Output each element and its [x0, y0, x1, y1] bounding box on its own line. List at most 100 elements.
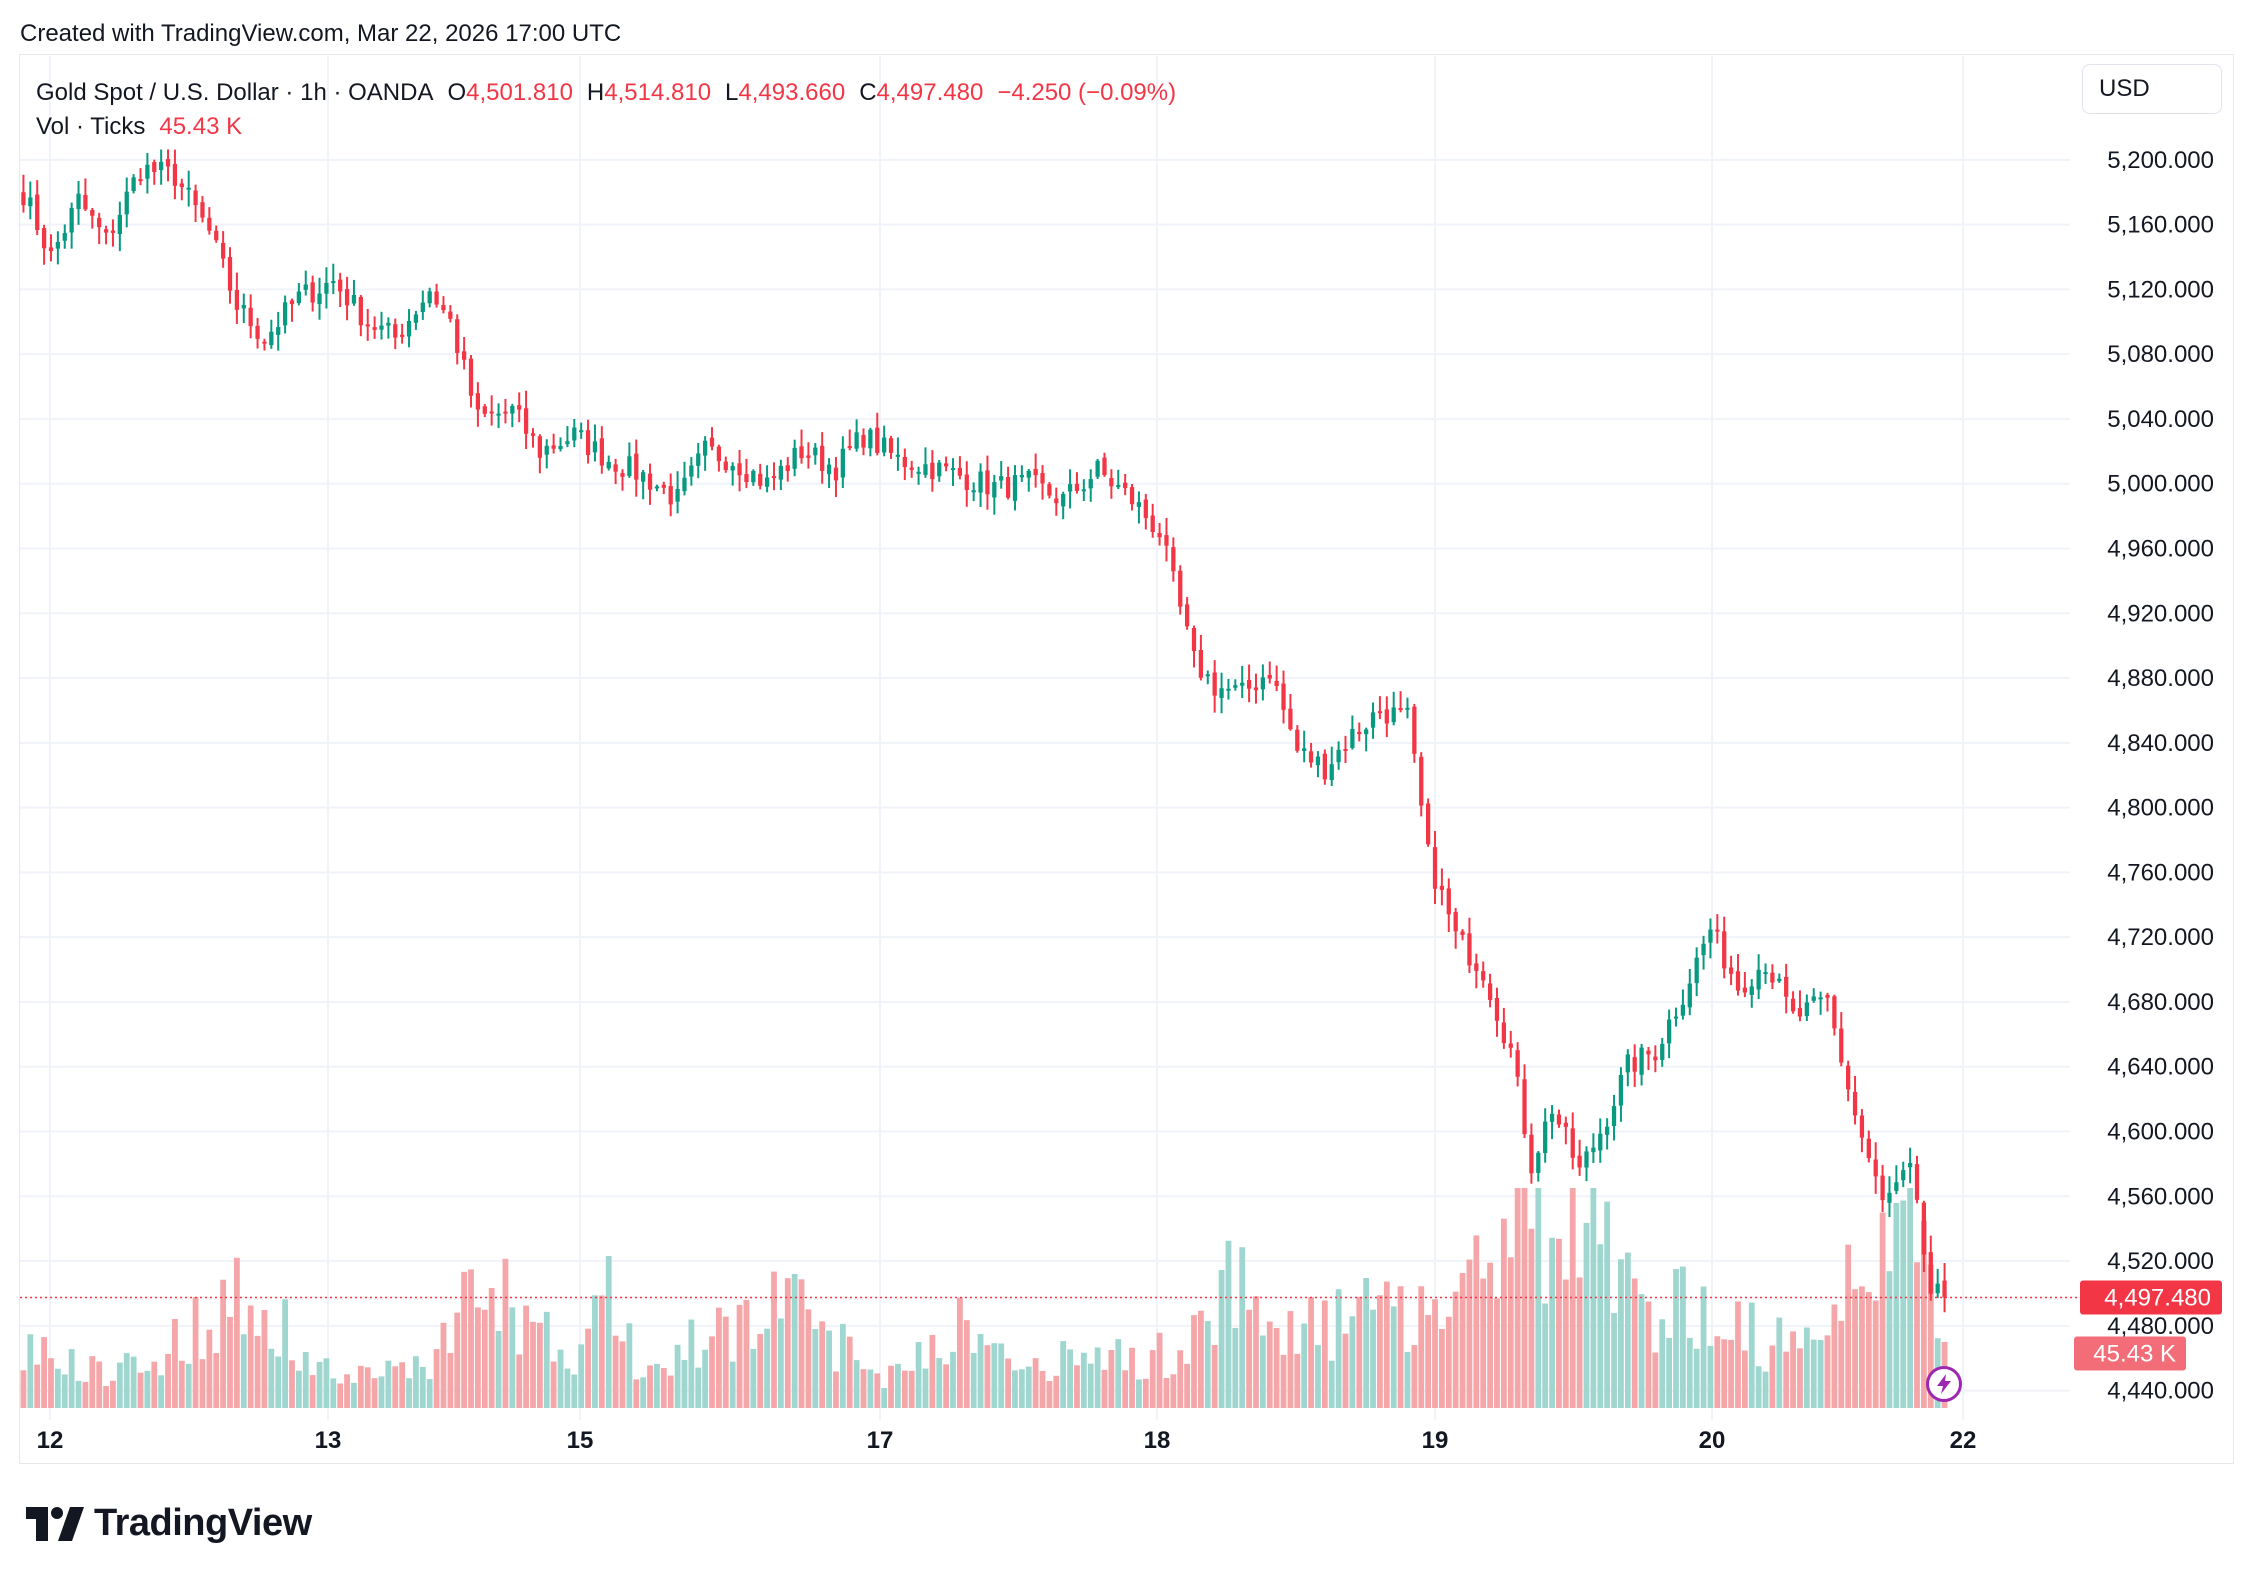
- volume-bar: [915, 1342, 922, 1408]
- volume-bar: [536, 1322, 543, 1408]
- candle-body: [103, 229, 109, 233]
- candle-body: [1074, 483, 1080, 491]
- candle-body: [661, 484, 666, 488]
- candle-body: [744, 474, 749, 483]
- volume-bar: [1370, 1309, 1376, 1408]
- low-value: 4,493.660: [738, 79, 846, 106]
- low-label: L: [725, 79, 739, 106]
- candle-body: [1088, 479, 1093, 489]
- candle-body: [400, 334, 405, 337]
- volume-bar: [1673, 1269, 1679, 1408]
- volume-bar: [729, 1361, 736, 1408]
- volume-bar: [1136, 1379, 1142, 1408]
- volume-bar: [1273, 1328, 1280, 1408]
- candle-body: [138, 179, 143, 182]
- symbol-description[interactable]: Gold Spot / U.S. Dollar · 1h · OANDA: [36, 79, 434, 106]
- time-tick-label: 12: [37, 1427, 64, 1454]
- candlesticks: [21, 149, 1947, 1313]
- tradingview-logo[interactable]: TradingView: [26, 1502, 312, 1545]
- volume-bars: [20, 1188, 1948, 1408]
- volume-bar: [867, 1369, 874, 1408]
- candle-body: [1377, 711, 1383, 714]
- volume-bar: [1824, 1335, 1831, 1408]
- candle-body: [1295, 729, 1300, 751]
- candle-body: [372, 327, 377, 330]
- volume-bar: [1411, 1345, 1418, 1408]
- volume-bar: [96, 1361, 103, 1408]
- volume-bar: [1865, 1292, 1872, 1408]
- candle-body: [489, 411, 494, 414]
- volume-bar: [1397, 1286, 1404, 1408]
- volume-bar: [495, 1330, 502, 1408]
- volume-bar: [1005, 1358, 1011, 1408]
- candle-body: [1191, 627, 1197, 652]
- volume-bar: [984, 1345, 991, 1408]
- candle-body: [895, 454, 901, 457]
- lightning-icon[interactable]: [1926, 1366, 1962, 1402]
- candle-body: [269, 331, 274, 346]
- candle-body: [1460, 931, 1465, 935]
- candle-body: [1019, 474, 1025, 478]
- volume-bar: [364, 1367, 371, 1408]
- candle-body: [888, 438, 894, 453]
- volume-bar: [144, 1370, 151, 1408]
- volume-bar: [1721, 1339, 1728, 1408]
- volume-bar: [1569, 1188, 1576, 1408]
- candle-body: [248, 307, 253, 327]
- volume-bar: [1604, 1201, 1611, 1408]
- volume-bar: [1790, 1331, 1796, 1408]
- volume-bar: [660, 1368, 667, 1408]
- time-tick-label: 17: [867, 1427, 894, 1454]
- candle-body: [1467, 933, 1472, 966]
- volume-bar: [654, 1363, 660, 1408]
- candle-body: [220, 242, 226, 259]
- volume-bar: [1735, 1301, 1741, 1408]
- currency-button[interactable]: USD: [2082, 64, 2222, 114]
- volume-bar: [1507, 1257, 1514, 1408]
- volume-bar: [764, 1328, 770, 1408]
- volume-bar: [1012, 1370, 1018, 1408]
- candle-body: [1777, 978, 1782, 982]
- candle-body: [1570, 1128, 1575, 1158]
- volume-bar: [743, 1299, 750, 1408]
- candle-body: [1880, 1175, 1885, 1201]
- tradingview-wordmark: TradingView: [94, 1502, 312, 1544]
- volume-bar: [998, 1343, 1005, 1408]
- candle-body: [1061, 494, 1066, 507]
- volume-bar: [1156, 1332, 1163, 1408]
- candle-body: [1081, 489, 1086, 492]
- volume-bar: [977, 1333, 984, 1408]
- volume-label[interactable]: Vol · Ticks: [36, 113, 146, 140]
- candle-body: [1350, 728, 1355, 749]
- volume-bar: [110, 1380, 116, 1408]
- candle-body: [1852, 1091, 1858, 1116]
- candle-body: [709, 437, 715, 447]
- volume-bar: [1452, 1291, 1459, 1408]
- candle-body: [923, 464, 928, 475]
- candle-body: [406, 320, 412, 337]
- candle-body: [393, 324, 398, 338]
- volume-bar: [901, 1370, 908, 1408]
- volume-bar: [1659, 1319, 1666, 1408]
- volume-bar: [433, 1349, 440, 1408]
- candle-body: [1660, 1043, 1665, 1060]
- volume-bar: [833, 1371, 839, 1408]
- volume-bar: [1308, 1297, 1314, 1408]
- candle-body: [1336, 749, 1341, 763]
- volume-bar: [1583, 1222, 1590, 1408]
- candle-body: [702, 440, 708, 456]
- volume-bar: [1514, 1188, 1521, 1408]
- volume-bar: [351, 1382, 357, 1408]
- price-tick-label: 5,080.000: [2107, 341, 2214, 368]
- created-caption: Created with TradingView.com, Mar 22, 20…: [20, 20, 622, 47]
- volume-bar: [1204, 1320, 1211, 1408]
- volume-bar: [413, 1356, 419, 1408]
- candle-body: [90, 209, 95, 216]
- volume-bar: [895, 1363, 901, 1408]
- candle-body: [1598, 1133, 1603, 1151]
- candle-body: [1701, 943, 1706, 956]
- volume-bar: [626, 1323, 633, 1408]
- volume-bar: [1425, 1315, 1432, 1408]
- volume-bar: [220, 1279, 227, 1408]
